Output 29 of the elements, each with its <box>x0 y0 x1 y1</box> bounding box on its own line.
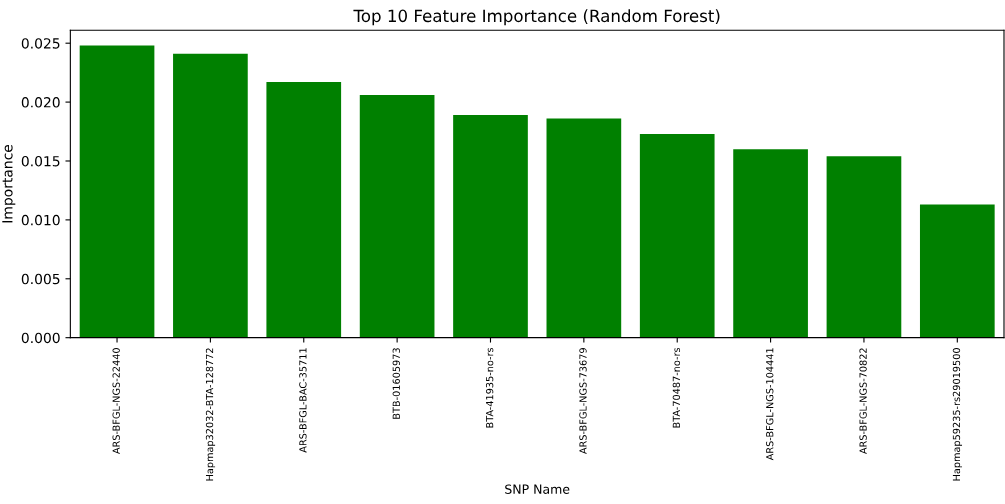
x-tick-label: Hapmap32032-BTA-128772 <box>205 348 216 481</box>
chart-title: Top 10 Feature Importance (Random Forest) <box>353 9 720 26</box>
y-tick-label: 0.015 <box>21 155 60 167</box>
bar <box>919 204 995 338</box>
x-tick-label: BTA-70487-no-rs <box>672 347 681 428</box>
bar <box>546 118 622 338</box>
bar <box>359 95 435 338</box>
x-tick-label: BTB-01605973 <box>392 348 400 419</box>
x-tick-label: ARS-BFGL-NGS-104441 <box>766 348 774 461</box>
x-tick-label: ARS-BFGL-NGS-22440 <box>112 348 120 455</box>
y-tick-label: 0.005 <box>21 273 60 285</box>
y-tick-label: 0.025 <box>21 38 60 49</box>
bar <box>266 82 342 338</box>
y-tick-label: 0.000 <box>21 332 60 344</box>
x-tick-label: Hapmap59235-rs29019500 <box>952 348 963 481</box>
bar <box>639 133 715 338</box>
x-tick-label: ARS-BFGL-NGS-73679 <box>579 348 587 455</box>
x-tick-label: BTA-41935-no-rs <box>485 347 494 428</box>
y-axis-title: Importance <box>2 144 16 223</box>
x-axis-title: SNP Name <box>505 484 570 494</box>
bar <box>453 115 528 338</box>
bar <box>173 53 248 338</box>
y-tick-label: 0.020 <box>21 97 60 108</box>
bar <box>733 149 808 338</box>
bar <box>826 156 902 338</box>
y-tick-label: 0.010 <box>21 214 60 226</box>
x-tick-label: ARS-BFGL-NGS-70822 <box>859 348 867 455</box>
bar <box>79 45 155 338</box>
x-tick-label: ARS-BFGL-BAC-35711 <box>299 348 307 453</box>
